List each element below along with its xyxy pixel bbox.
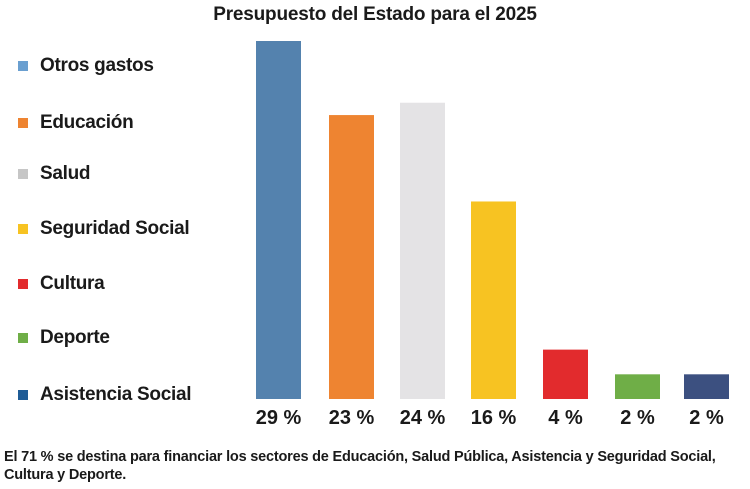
bar-chart: 29 % 23 % 24 % 16 % 4 % 2 % 2 % bbox=[0, 0, 750, 489]
bar-asistencia-social bbox=[684, 374, 729, 399]
bar-value-label: 29 % bbox=[256, 407, 302, 429]
footnote: El 71 % se destina para financiar los se… bbox=[4, 448, 748, 484]
bar-value-label: 23 % bbox=[329, 407, 375, 429]
bar-value-label: 2 % bbox=[620, 407, 655, 429]
bar-educacion bbox=[329, 115, 374, 399]
bar-otros-gastos bbox=[256, 41, 301, 399]
bar-value-label: 2 % bbox=[689, 407, 724, 429]
bar-cultura bbox=[543, 350, 588, 399]
bar-seguridad-social bbox=[471, 201, 516, 399]
bar-value-label: 16 % bbox=[471, 407, 517, 429]
bar-value-label: 24 % bbox=[400, 407, 446, 429]
bar-salud bbox=[400, 103, 445, 399]
bar-deporte bbox=[615, 374, 660, 399]
bar-value-label: 4 % bbox=[548, 407, 583, 429]
